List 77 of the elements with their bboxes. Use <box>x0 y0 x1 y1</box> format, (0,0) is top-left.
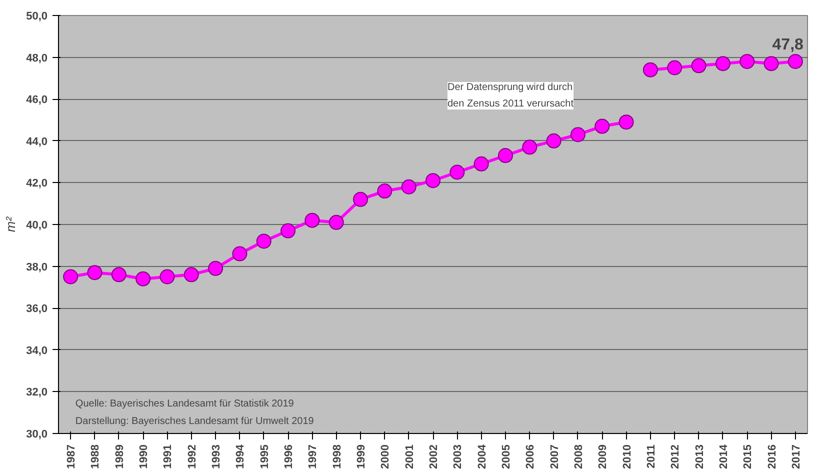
x-tick-label: 2008 <box>572 444 585 469</box>
point <box>522 140 538 155</box>
x-tick-label: 1994 <box>234 444 247 469</box>
point <box>111 267 126 282</box>
point <box>328 214 344 230</box>
y-tick-label: 46,0 <box>26 94 48 106</box>
point <box>304 212 320 228</box>
point <box>715 56 730 72</box>
point <box>594 118 610 134</box>
y-tick-label: 40,0 <box>26 220 48 232</box>
point <box>353 192 368 207</box>
point <box>232 246 248 262</box>
y-tick-label: 30,0 <box>26 428 48 440</box>
point <box>256 234 272 249</box>
x-tick-label: 1995 <box>258 444 271 469</box>
point <box>740 54 755 69</box>
x-tick-label: 2013 <box>694 444 706 469</box>
x-tick-label: 1992 <box>186 444 198 469</box>
x-tick-label: 1993 <box>210 444 223 469</box>
annotation: Quelle: Bayerisches Landesamt für Statistik 2019 Darstellung: Bayerisches Landesamt für Umwelt 2019 <box>75 398 314 428</box>
y-tick-label: 34,0 <box>26 344 48 357</box>
x-tick-label: 1991 <box>162 444 174 469</box>
y-tick-label: 50,0 <box>26 10 48 22</box>
x-tick-label: 2011 <box>645 444 658 468</box>
x-tick-label: 1997 <box>307 444 320 469</box>
point <box>401 179 416 194</box>
x-tick-label: 2017 <box>790 444 802 469</box>
x-tick-label: 1987 <box>66 444 78 469</box>
point <box>377 184 392 199</box>
x-tick-label: 1998 <box>331 444 344 469</box>
point <box>691 58 706 74</box>
point <box>280 223 296 238</box>
point <box>450 164 465 180</box>
x-tick-label: 2005 <box>500 444 512 469</box>
point <box>642 62 658 78</box>
point <box>87 265 102 280</box>
y-tick-label: 36,0 <box>26 303 48 316</box>
x-tick-label: 2003 <box>452 444 464 469</box>
x-tick-label: 2000 <box>380 444 392 469</box>
y-tick-label: 48,0 <box>26 52 48 64</box>
x-tick-label: 1990 <box>138 444 150 469</box>
point <box>498 148 513 164</box>
x-tick-label: 2010 <box>621 444 634 469</box>
x-tick-label: 1996 <box>283 444 296 469</box>
y-axis-title: m² <box>3 216 18 232</box>
x-tick-label: 1988 <box>90 444 102 469</box>
point <box>474 156 489 172</box>
x-tick-label: 2009 <box>597 444 610 469</box>
y-tick-label: 32,0 <box>26 386 48 399</box>
x-tick-label: 2015 <box>742 444 754 469</box>
x-tick-label: 2004 <box>476 444 488 469</box>
point <box>426 173 440 188</box>
x-tick-label: 2016 <box>766 444 778 469</box>
x-tick-label: 2006 <box>524 444 537 469</box>
point <box>208 260 224 276</box>
y-tick-label: 38,0 <box>26 261 48 274</box>
y-tick-label: 42,0 <box>26 178 48 190</box>
x-tick-label: 2014 <box>718 444 730 469</box>
point <box>764 56 779 72</box>
annotation: Der Datensprung wird durch den Zensus 2011 verursacht <box>447 82 574 110</box>
x-tick-label: 2001 <box>404 444 416 469</box>
point <box>546 133 562 148</box>
point <box>570 127 586 142</box>
y-tick-label: 44,0 <box>26 136 48 148</box>
point <box>184 267 199 282</box>
point <box>788 54 803 69</box>
x-tick-label: 2002 <box>428 444 440 469</box>
point <box>136 271 151 286</box>
point <box>63 269 78 284</box>
x-tick-label: 2012 <box>670 444 682 469</box>
data-label: 47,8 <box>772 36 804 54</box>
point <box>160 269 175 284</box>
x-tick-label: 2007 <box>548 444 561 469</box>
point <box>667 60 682 76</box>
point <box>618 114 634 130</box>
x-tick-label: 1999 <box>356 444 368 469</box>
x-tick-label: 1989 <box>114 444 126 469</box>
